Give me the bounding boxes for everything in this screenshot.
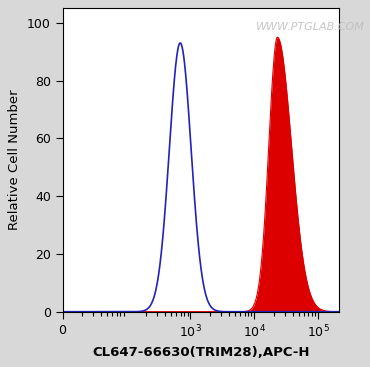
Y-axis label: Relative Cell Number: Relative Cell Number: [9, 90, 21, 230]
X-axis label: CL647-66630(TRIM28),APC-H: CL647-66630(TRIM28),APC-H: [92, 346, 309, 359]
Text: WWW.PTGLAB.COM: WWW.PTGLAB.COM: [256, 22, 365, 32]
